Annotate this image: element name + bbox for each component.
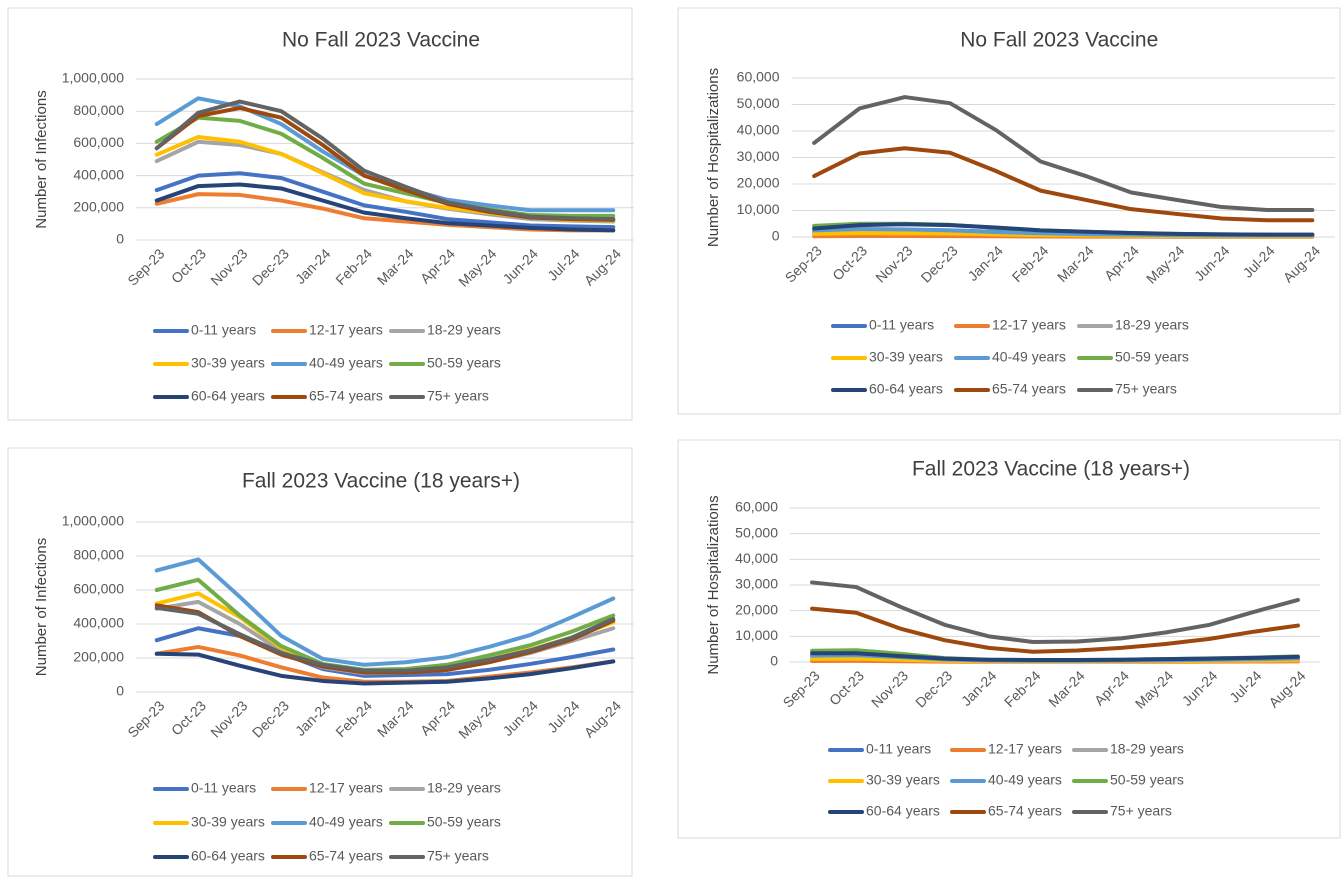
chart-title: Fall 2023 Vaccine (18 years+) <box>912 458 1190 481</box>
legend-label: 60-64 years <box>869 381 943 397</box>
legend-label: 75+ years <box>427 848 489 864</box>
y-tick-label: 0 <box>116 683 124 699</box>
y-tick-label: 60,000 <box>737 69 780 85</box>
legend-label: 50-59 years <box>1115 349 1189 365</box>
legend-label: 40-49 years <box>992 349 1066 365</box>
y-tick-label: 0 <box>116 231 124 247</box>
legend-label: 18-29 years <box>427 322 501 338</box>
legend-label: 0-11 years <box>191 322 256 338</box>
series-line <box>812 222 1315 237</box>
y-tick-label: 20,000 <box>735 601 778 617</box>
legend-label: 18-29 years <box>427 780 501 796</box>
legend-label: 60-64 years <box>191 388 265 404</box>
legend-label: 60-64 years <box>191 848 265 864</box>
y-tick-label: 40,000 <box>737 122 780 138</box>
y-tick-label: 30,000 <box>737 148 780 164</box>
y-axis-title: Number of Infections <box>33 538 50 676</box>
legend-label: 30-39 years <box>869 349 943 365</box>
series-line <box>154 626 616 678</box>
series-line <box>812 146 1315 223</box>
y-tick-label: 400,000 <box>73 166 124 182</box>
legend-label: 65-74 years <box>988 803 1062 819</box>
y-axis-title: Number of Hospitalizations <box>705 68 722 247</box>
y-tick-label: 30,000 <box>735 576 778 592</box>
legend-label: 18-29 years <box>1115 317 1189 333</box>
series-line <box>810 651 1300 662</box>
legend-label: 30-39 years <box>191 814 265 830</box>
legend-label: 0-11 years <box>869 317 934 333</box>
legend-label: 75+ years <box>1110 803 1172 819</box>
y-tick-label: 60,000 <box>735 499 778 515</box>
y-tick-label: 10,000 <box>735 627 778 643</box>
y-tick-label: 50,000 <box>737 95 780 111</box>
y-tick-label: 1,000,000 <box>62 513 124 529</box>
y-tick-label: 200,000 <box>73 649 124 665</box>
y-tick-label: 600,000 <box>73 581 124 597</box>
series-line <box>154 605 616 673</box>
series-line <box>154 557 616 667</box>
legend-label: 0-11 years <box>866 741 931 757</box>
y-tick-label: 10,000 <box>737 201 780 217</box>
y-tick-label: 800,000 <box>73 547 124 563</box>
y-tick-label: 400,000 <box>73 615 124 631</box>
legend-label: 12-17 years <box>309 322 383 338</box>
series-line <box>812 95 1315 212</box>
series-line <box>810 580 1300 644</box>
series-line <box>154 99 616 222</box>
y-tick-label: 40,000 <box>735 550 778 566</box>
y-tick-label: 0 <box>770 653 778 669</box>
legend-label: 30-39 years <box>866 772 940 788</box>
series-line <box>154 651 616 686</box>
chart-title: Fall 2023 Vaccine (18 years+) <box>242 470 520 493</box>
legend-label: 50-59 years <box>427 355 501 371</box>
legend-label: 65-74 years <box>309 388 383 404</box>
legend-label: 40-49 years <box>309 814 383 830</box>
series-line <box>154 171 616 230</box>
legend-label: 75+ years <box>1115 381 1177 397</box>
legend-label: 65-74 years <box>992 381 1066 397</box>
y-tick-label: 600,000 <box>73 134 124 150</box>
legend-label: 12-17 years <box>988 741 1062 757</box>
y-tick-label: 200,000 <box>73 199 124 215</box>
chart-title: No Fall 2023 Vaccine <box>960 29 1158 52</box>
legend-label: 50-59 years <box>427 814 501 830</box>
legend-label: 65-74 years <box>309 848 383 864</box>
y-tick-label: 1,000,000 <box>62 70 124 86</box>
legend-label: 75+ years <box>427 388 489 404</box>
legend-label: 30-39 years <box>191 355 265 371</box>
legend-label: 12-17 years <box>309 780 383 796</box>
legend-label: 40-49 years <box>309 355 383 371</box>
legend-label: 40-49 years <box>988 772 1062 788</box>
y-tick-label: 20,000 <box>737 175 780 191</box>
legend-label: 0-11 years <box>191 780 256 796</box>
chart-title: No Fall 2023 Vaccine <box>282 29 480 52</box>
series-line <box>154 182 616 233</box>
y-tick-label: 0 <box>772 228 780 244</box>
y-tick-label: 800,000 <box>73 102 124 118</box>
y-tick-label: 50,000 <box>735 524 778 540</box>
legend-label: 60-64 years <box>866 803 940 819</box>
y-axis-title: Number of Hospitalizations <box>705 495 722 674</box>
legend-label: 50-59 years <box>1110 772 1184 788</box>
series-line <box>810 606 1300 654</box>
legend-label: 18-29 years <box>1110 741 1184 757</box>
legend-label: 12-17 years <box>992 317 1066 333</box>
y-axis-title: Number of Infections <box>33 90 50 228</box>
